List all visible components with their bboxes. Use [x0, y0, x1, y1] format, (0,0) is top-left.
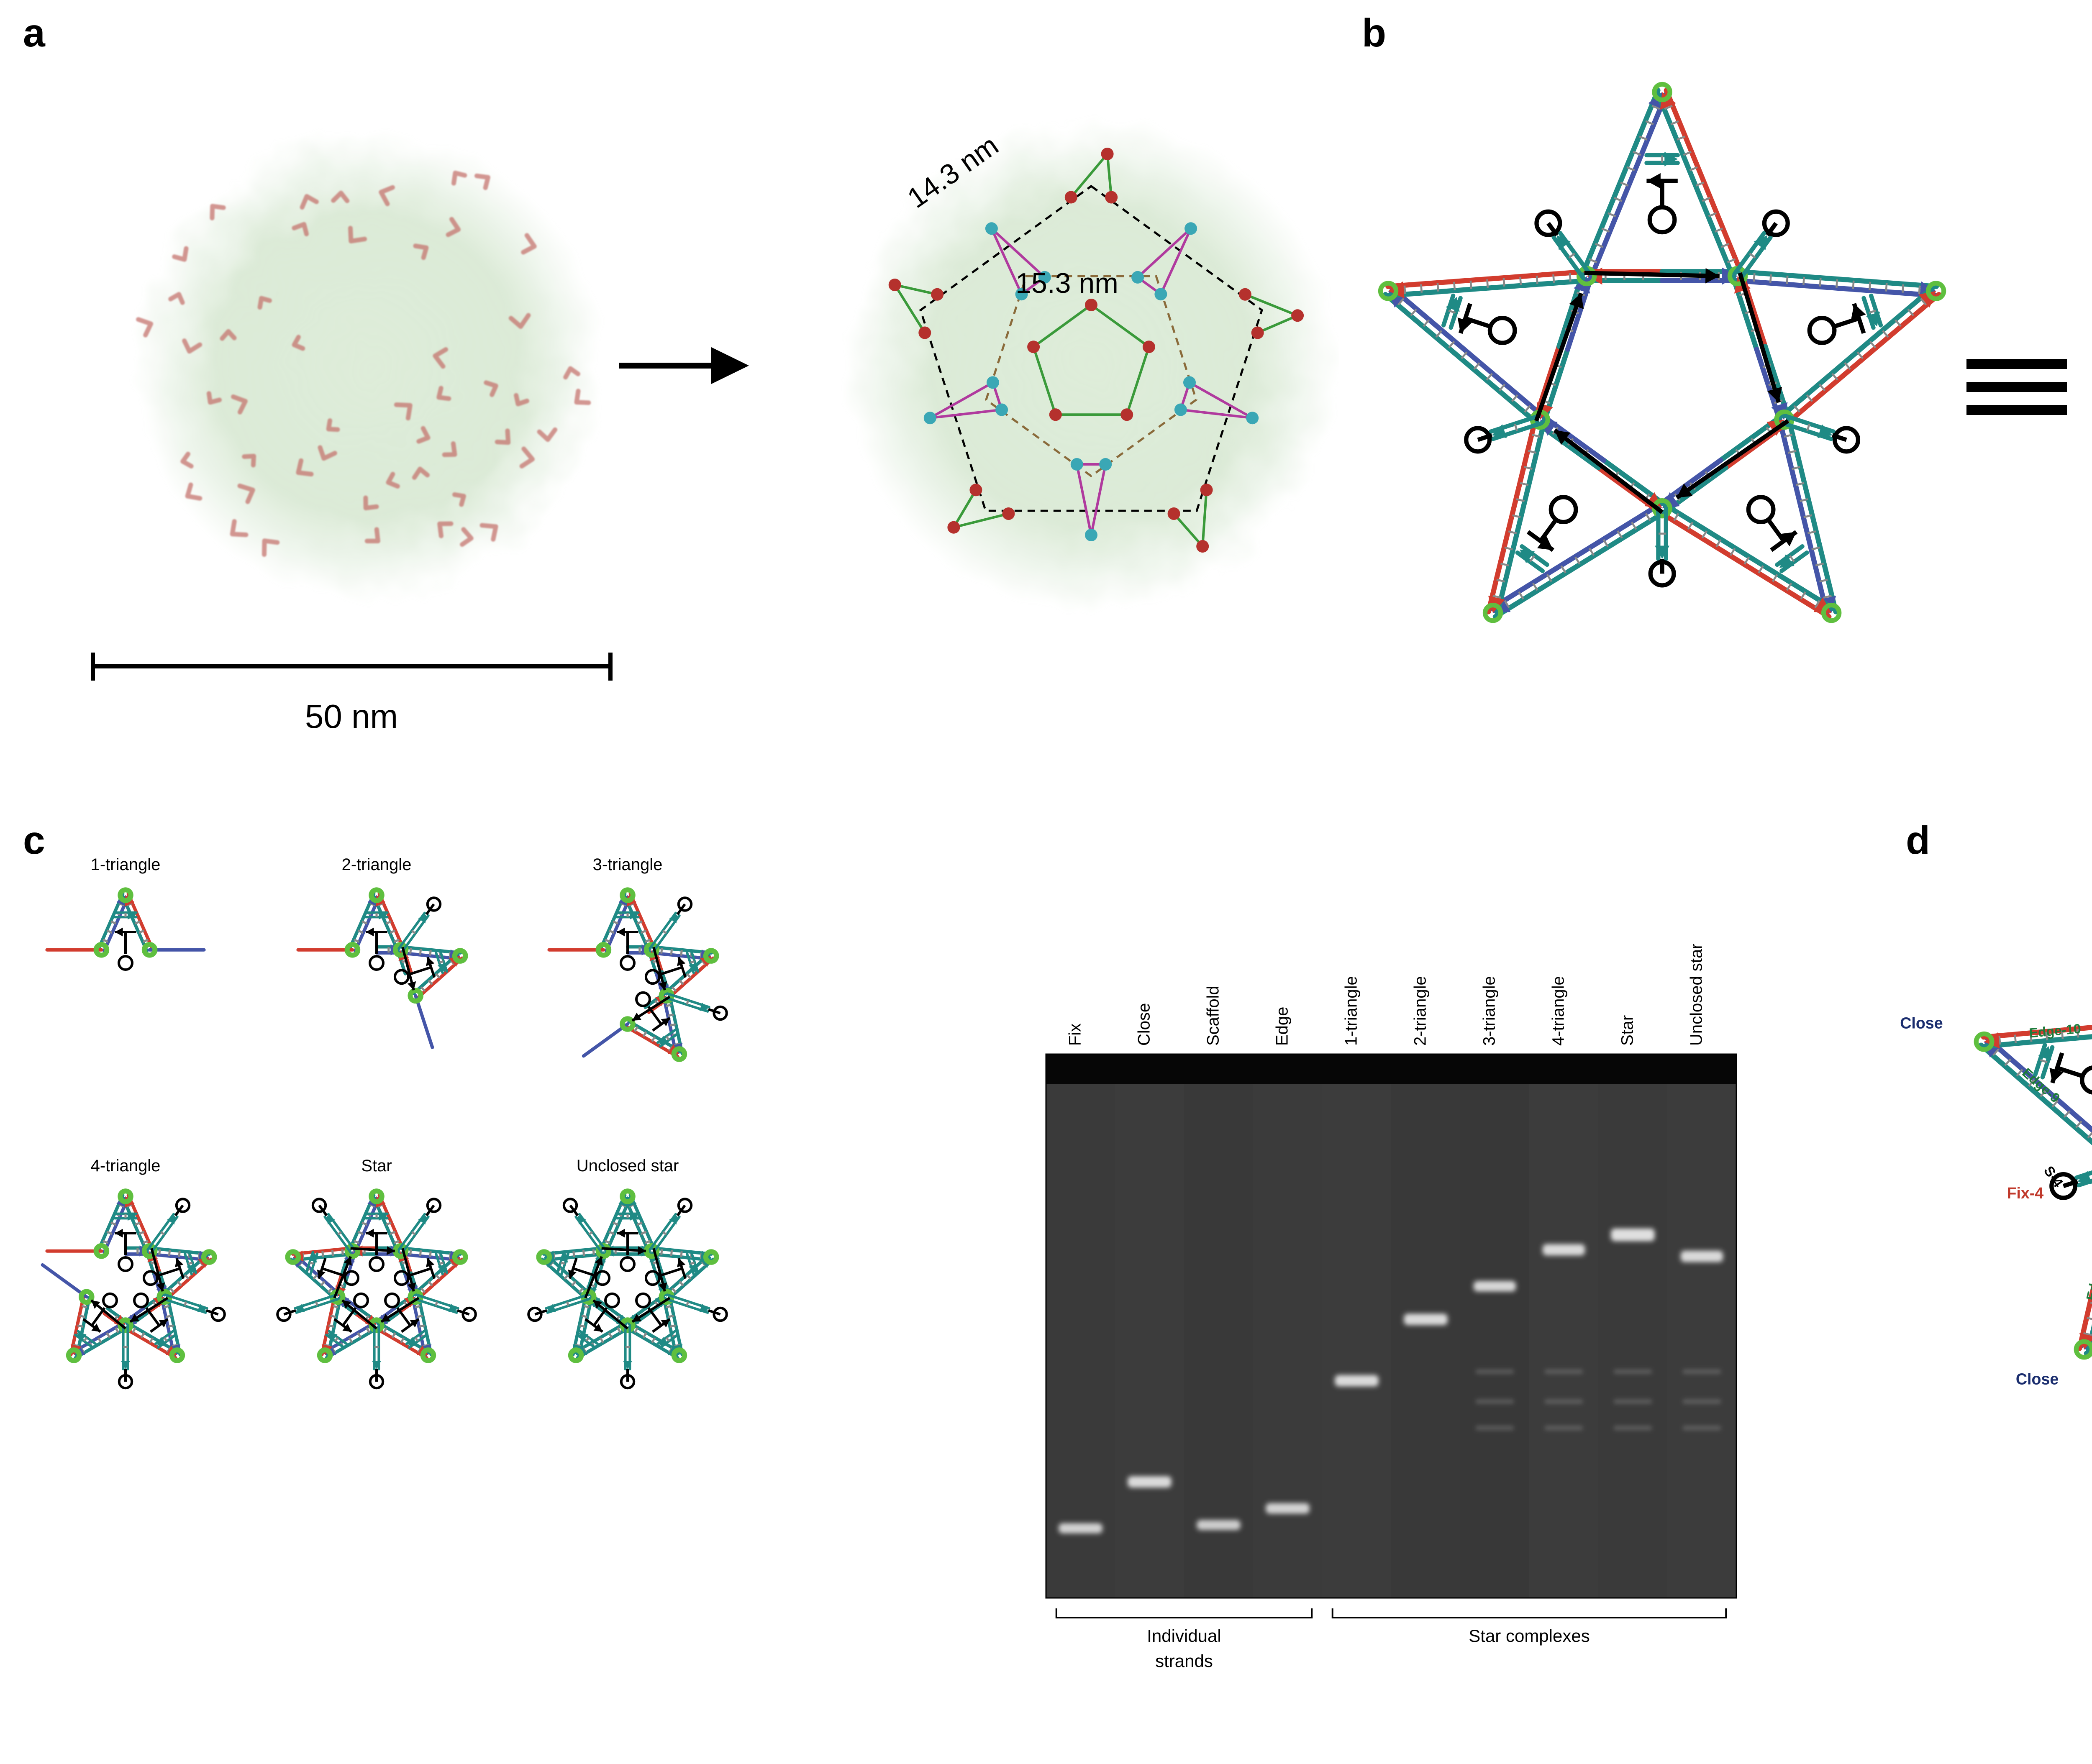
svg-text:4-triangle: 4-triangle [1549, 976, 1568, 1046]
svg-text:Edge: Edge [1273, 1007, 1292, 1046]
svg-text:S-4: S-4 [2041, 1163, 2066, 1191]
svg-text:Edge-8: Edge-8 [2083, 1255, 2092, 1302]
svg-text:3-triangle: 3-triangle [593, 855, 663, 874]
svg-text:Fix-4: Fix-4 [2007, 1184, 2043, 1202]
svg-text:Unclosed star: Unclosed star [577, 1157, 679, 1175]
svg-text:Star complexes: Star complexes [1469, 1626, 1590, 1646]
svg-text:2-triangle: 2-triangle [1411, 976, 1430, 1046]
svg-text:Individual: Individual [1147, 1626, 1221, 1646]
svg-text:Close: Close [1135, 1003, 1154, 1046]
svg-text:15.3 nm: 15.3 nm [1015, 267, 1118, 299]
svg-text:strands: strands [1155, 1651, 1213, 1671]
svg-text:Close: Close [2016, 1370, 2059, 1388]
svg-text:2-triangle: 2-triangle [342, 855, 412, 874]
svg-text:Scaffold: Scaffold [1204, 986, 1223, 1046]
svg-text:1-triangle: 1-triangle [91, 855, 161, 874]
svg-text:1-triangle: 1-triangle [1342, 976, 1361, 1046]
svg-text:50 nm: 50 nm [305, 698, 398, 735]
svg-text:Close: Close [1900, 1014, 1943, 1032]
svg-text:Fix: Fix [1066, 1024, 1084, 1046]
svg-text:Unclosed star: Unclosed star [1687, 943, 1706, 1046]
svg-text:Star: Star [1618, 1015, 1637, 1046]
svg-text:3-triangle: 3-triangle [1480, 976, 1499, 1046]
svg-text:4-triangle: 4-triangle [91, 1157, 161, 1175]
svg-text:Star: Star [361, 1157, 392, 1175]
